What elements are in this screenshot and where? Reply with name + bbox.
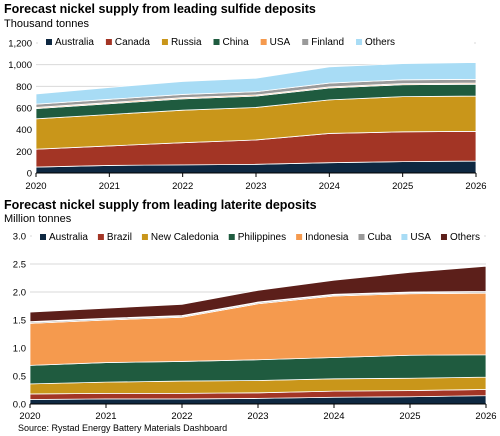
legend-label: Cuba <box>368 232 392 243</box>
chart2-subtitle: Million tonnes <box>4 213 72 225</box>
sulfide-chart: 0 200 400 600 800 1,000 1,200 2020 2021 2022 2023 2… <box>8 36 487 192</box>
legend-label: Russia <box>171 37 202 48</box>
legend-swatch <box>358 234 365 240</box>
y-tick-label: 400 <box>16 125 32 136</box>
legend-label: USA <box>270 37 291 48</box>
legend-label: Australia <box>49 232 88 243</box>
y-tick-label: 800 <box>16 82 32 93</box>
legend-swatch <box>302 39 309 45</box>
legend-background <box>38 36 474 49</box>
x-tick-label: 2023 <box>247 411 268 422</box>
x-tick-label: 2020 <box>25 181 46 192</box>
x-tick-label: 2025 <box>399 411 420 422</box>
legend-swatch <box>356 39 363 45</box>
y-tick-label: 600 <box>16 104 32 115</box>
y-tick-label: 0 <box>27 169 32 180</box>
area-series-others <box>29 265 487 323</box>
chart1-subtitle: Thousand tonnes <box>4 18 90 30</box>
chart1-title: Forecast nickel supply from leading sulf… <box>4 2 316 16</box>
legend-swatch <box>296 234 303 240</box>
legend-label: Canada <box>115 37 150 48</box>
legend-swatch <box>97 234 104 240</box>
x-tick-label: 2026 <box>465 181 486 192</box>
y-tick-label: 0.5 <box>13 372 26 383</box>
x-tick-label: 2022 <box>172 181 193 192</box>
y-tick-label: 2.0 <box>13 288 26 299</box>
legend-label: Finland <box>311 37 344 48</box>
source-note: Source: Rystad Energy Battery Materials … <box>18 423 228 433</box>
legend-swatch <box>440 234 447 240</box>
legend-swatch <box>105 39 112 45</box>
legend-swatch <box>401 234 408 240</box>
legend-swatch <box>260 39 267 45</box>
y-tick-label: 2.5 <box>13 260 26 271</box>
y-tick-label: 1.0 <box>13 344 26 355</box>
x-tick-label: 2021 <box>95 411 116 422</box>
legend-swatch <box>213 39 220 45</box>
legend-label: Australia <box>55 37 94 48</box>
x-tick-label: 2022 <box>171 411 192 422</box>
y-tick-label: 1,200 <box>8 39 32 50</box>
x-tick-label: 2024 <box>319 181 340 192</box>
legend-label: Others <box>450 232 480 243</box>
y-tick-label: 200 <box>16 147 32 158</box>
legend-label: Philippines <box>238 232 286 243</box>
chart2-title: Forecast nickel supply from leading late… <box>4 198 317 212</box>
x-tick-label: 2024 <box>323 411 344 422</box>
legend-label: Brazil <box>107 232 132 243</box>
area-series-others <box>35 62 477 105</box>
x-tick-label: 2026 <box>475 411 496 422</box>
legend-label: Indonesia <box>305 232 349 243</box>
x-tick-label: 2021 <box>99 181 120 192</box>
x-tick-label: 2023 <box>245 181 266 192</box>
y-tick-label: 3.0 <box>13 232 26 243</box>
y-tick-label: 0.0 <box>13 400 26 411</box>
legend-label: Others <box>365 37 395 48</box>
y-tick-label: 1.5 <box>13 316 26 327</box>
legend-swatch <box>46 39 52 45</box>
legend-label: New Caledonia <box>151 232 219 243</box>
legend-label: China <box>223 37 250 48</box>
legend-swatch <box>40 234 46 240</box>
x-tick-label: 2020 <box>19 411 40 422</box>
legend-swatch <box>228 234 235 240</box>
y-tick-label: 1,000 <box>8 60 32 71</box>
legend-swatch <box>161 39 168 45</box>
legend-label: USA <box>410 232 431 243</box>
x-tick-label: 2025 <box>392 181 413 192</box>
laterite-chart: 0.0 0.5 1.0 1.5 2.0 2.5 3.0 2020 2021 2022 2023 202… <box>13 231 497 422</box>
legend-swatch <box>141 234 148 240</box>
